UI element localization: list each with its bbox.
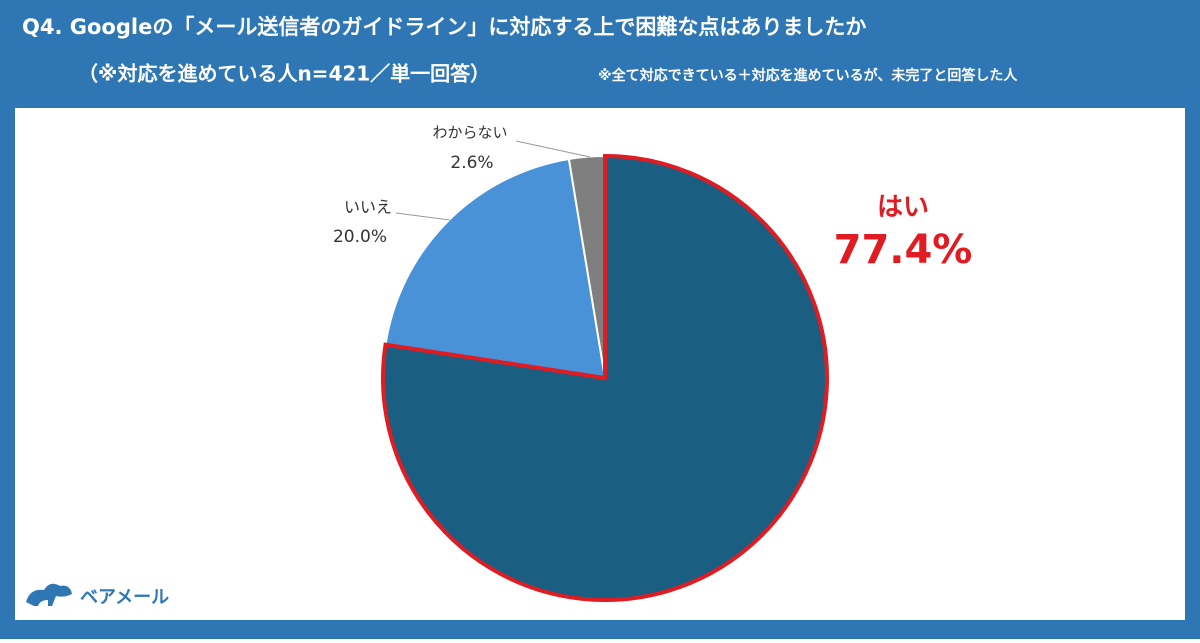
logo: ベアメール bbox=[26, 583, 169, 608]
pie-slice bbox=[384, 157, 607, 380]
logo-icon bbox=[26, 583, 72, 606]
slice-label: はい bbox=[877, 193, 929, 223]
leader-line bbox=[515, 140, 591, 158]
slice-label: わからない bbox=[432, 124, 507, 142]
pie bbox=[381, 153, 829, 602]
slice-value: 20.0% bbox=[333, 227, 387, 247]
slice-value: 2.6% bbox=[450, 153, 493, 173]
slice-value: 77.4% bbox=[834, 227, 973, 273]
chart-subtitle: （※対応を進めている人n=421／単一回答） bbox=[78, 62, 490, 86]
logo-text: ベアメール bbox=[80, 587, 169, 608]
pie-slice-highlight bbox=[381, 153, 829, 602]
leader-line bbox=[395, 212, 451, 221]
slice-label: いいえ bbox=[344, 198, 392, 217]
chart-note: ※全て対応できている＋対応を進めているが、未完了と回答した人 bbox=[598, 67, 1018, 84]
chart-title: Q4. Googleの「メール送信者のガイドライン」に対応する上で困難な点はあり… bbox=[22, 15, 866, 39]
